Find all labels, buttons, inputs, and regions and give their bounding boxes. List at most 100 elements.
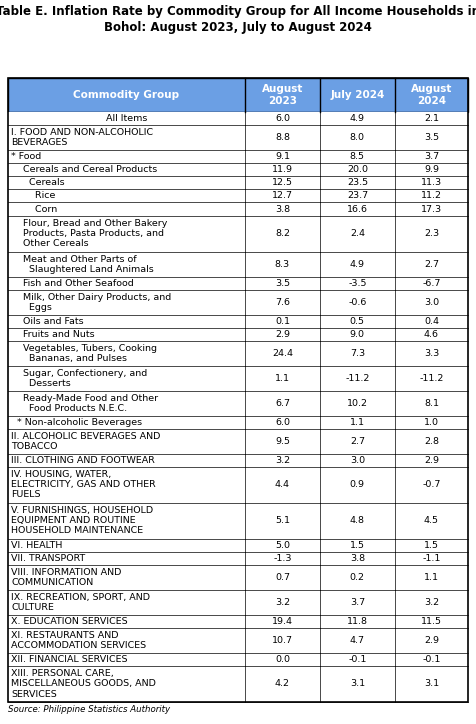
Text: 1.5: 1.5 bbox=[424, 541, 439, 550]
Text: 6.7: 6.7 bbox=[275, 399, 290, 408]
Text: 2.7: 2.7 bbox=[424, 260, 439, 269]
Text: -1.3: -1.3 bbox=[273, 554, 292, 563]
Bar bbox=[8, 163, 468, 176]
Text: -0.7: -0.7 bbox=[422, 480, 441, 489]
Bar bbox=[8, 502, 468, 539]
Text: 0.9: 0.9 bbox=[350, 480, 365, 489]
Bar bbox=[8, 416, 468, 429]
Text: 23.5: 23.5 bbox=[347, 178, 368, 188]
Text: 2.7: 2.7 bbox=[350, 437, 365, 445]
Text: 3.5: 3.5 bbox=[424, 133, 439, 142]
Text: 3.0: 3.0 bbox=[350, 455, 365, 465]
Text: 3.2: 3.2 bbox=[275, 598, 290, 607]
Text: 2.9: 2.9 bbox=[424, 636, 439, 645]
Bar bbox=[8, 666, 468, 702]
Text: 0.0: 0.0 bbox=[275, 655, 290, 664]
Text: 9.1: 9.1 bbox=[275, 152, 290, 161]
Text: Meat and Other Parts of
      Slaughtered Land Animals: Meat and Other Parts of Slaughtered Land… bbox=[11, 255, 154, 274]
Text: VII. TRANSPORT: VII. TRANSPORT bbox=[11, 554, 85, 563]
Text: X. EDUCATION SERVICES: X. EDUCATION SERVICES bbox=[11, 617, 128, 626]
Text: 11.3: 11.3 bbox=[421, 178, 442, 188]
Text: 3.8: 3.8 bbox=[350, 554, 365, 563]
Text: Commodity Group: Commodity Group bbox=[73, 90, 179, 100]
Text: -11.2: -11.2 bbox=[419, 374, 444, 383]
Text: 8.0: 8.0 bbox=[350, 133, 365, 142]
Text: 4.4: 4.4 bbox=[275, 480, 290, 489]
Bar bbox=[8, 453, 468, 467]
Text: 12.7: 12.7 bbox=[272, 191, 293, 201]
Text: 10.7: 10.7 bbox=[272, 636, 293, 645]
Bar bbox=[8, 78, 468, 702]
Bar bbox=[8, 216, 468, 252]
Bar bbox=[8, 590, 468, 615]
Text: 24.4: 24.4 bbox=[272, 349, 293, 358]
Text: Oils and Fats: Oils and Fats bbox=[11, 316, 84, 326]
Text: 2.9: 2.9 bbox=[424, 455, 439, 465]
Text: 4.5: 4.5 bbox=[424, 516, 439, 525]
Text: 9.5: 9.5 bbox=[275, 437, 290, 445]
Text: * Food: * Food bbox=[11, 152, 41, 161]
Text: 5.0: 5.0 bbox=[275, 541, 290, 550]
Bar bbox=[8, 203, 468, 216]
Text: 11.2: 11.2 bbox=[421, 191, 442, 201]
Text: II. ALCOHOLIC BEVERAGES AND
TOBACCO: II. ALCOHOLIC BEVERAGES AND TOBACCO bbox=[11, 432, 160, 450]
Text: 3.2: 3.2 bbox=[424, 598, 439, 607]
Text: 4.9: 4.9 bbox=[350, 114, 365, 123]
Text: 1.1: 1.1 bbox=[350, 418, 365, 426]
Text: 4.8: 4.8 bbox=[350, 516, 365, 525]
Text: 1.1: 1.1 bbox=[424, 573, 439, 582]
Text: 4.6: 4.6 bbox=[424, 329, 439, 339]
Text: 0.5: 0.5 bbox=[350, 316, 365, 326]
Bar bbox=[8, 190, 468, 203]
Text: 0.7: 0.7 bbox=[275, 573, 290, 582]
Text: 9.0: 9.0 bbox=[350, 329, 365, 339]
Text: 23.7: 23.7 bbox=[347, 191, 368, 201]
Text: August
2023: August 2023 bbox=[262, 84, 303, 106]
Bar bbox=[8, 565, 468, 590]
Text: Milk, Other Dairy Products, and
      Eggs: Milk, Other Dairy Products, and Eggs bbox=[11, 292, 171, 311]
Text: 3.7: 3.7 bbox=[350, 598, 365, 607]
Text: IV. HOUSING, WATER,
ELECTRICITY, GAS AND OTHER
FUELS: IV. HOUSING, WATER, ELECTRICITY, GAS AND… bbox=[11, 470, 156, 500]
Text: 11.9: 11.9 bbox=[272, 165, 293, 174]
Text: 3.2: 3.2 bbox=[275, 455, 290, 465]
Text: 3.1: 3.1 bbox=[424, 679, 439, 689]
Text: 1.0: 1.0 bbox=[424, 418, 439, 426]
Bar bbox=[8, 429, 468, 453]
Text: 3.0: 3.0 bbox=[424, 298, 439, 306]
Text: 1.5: 1.5 bbox=[350, 541, 365, 550]
Text: 3.7: 3.7 bbox=[424, 152, 439, 161]
Text: Cereals: Cereals bbox=[11, 178, 65, 188]
Bar bbox=[8, 314, 468, 328]
Text: 2.3: 2.3 bbox=[424, 229, 439, 238]
Text: 4.7: 4.7 bbox=[350, 636, 365, 645]
Text: -3.5: -3.5 bbox=[348, 279, 367, 287]
Text: 2.8: 2.8 bbox=[424, 437, 439, 445]
Bar bbox=[8, 78, 468, 112]
Text: Sugar, Confectionery, and
      Desserts: Sugar, Confectionery, and Desserts bbox=[11, 369, 147, 387]
Text: 0.1: 0.1 bbox=[275, 316, 290, 326]
Bar bbox=[8, 467, 468, 502]
Text: -1.1: -1.1 bbox=[422, 554, 441, 563]
Text: 4.9: 4.9 bbox=[350, 260, 365, 269]
Text: 7.3: 7.3 bbox=[350, 349, 365, 358]
Text: 10.2: 10.2 bbox=[347, 399, 368, 408]
Text: Cereals and Cereal Products: Cereals and Cereal Products bbox=[11, 165, 157, 174]
Bar bbox=[8, 125, 468, 150]
Text: -0.1: -0.1 bbox=[422, 655, 441, 664]
Text: 8.1: 8.1 bbox=[424, 399, 439, 408]
Text: 8.3: 8.3 bbox=[275, 260, 290, 269]
Text: 8.5: 8.5 bbox=[350, 152, 365, 161]
Text: Rice: Rice bbox=[11, 191, 55, 201]
Text: 2.4: 2.4 bbox=[350, 229, 365, 238]
Text: 8.2: 8.2 bbox=[275, 229, 290, 238]
Text: July 2024: July 2024 bbox=[330, 90, 385, 100]
Bar bbox=[8, 277, 468, 290]
Text: Source: Philippine Statistics Authority: Source: Philippine Statistics Authority bbox=[8, 705, 170, 714]
Text: 6.0: 6.0 bbox=[275, 114, 290, 123]
Text: -0.1: -0.1 bbox=[348, 655, 367, 664]
Bar bbox=[8, 615, 468, 628]
Text: 6.0: 6.0 bbox=[275, 418, 290, 426]
Bar bbox=[8, 341, 468, 366]
Text: 3.5: 3.5 bbox=[275, 279, 290, 287]
Text: 9.9: 9.9 bbox=[424, 165, 439, 174]
